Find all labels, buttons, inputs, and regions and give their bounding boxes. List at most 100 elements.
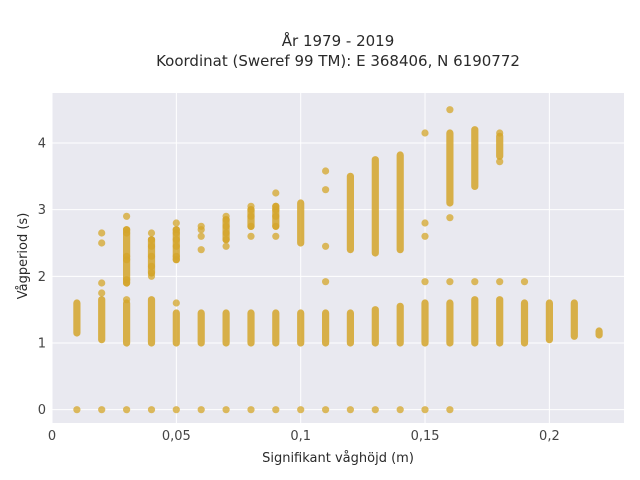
data-point [272,189,280,197]
data-point [371,406,379,414]
x-tick-label: 0,2 [539,429,560,444]
x-axis-ticks: 0 0,05 0,1 0,15 0,2 [48,429,560,444]
data-point [197,246,205,254]
data-point-cluster [147,296,156,347]
data-point [421,129,429,137]
data-point [446,278,454,286]
data-point-cluster [197,309,205,347]
x-tick-label: 0,1 [290,429,311,444]
data-point-cluster [222,309,230,347]
y-tick-label: 3 [38,203,46,218]
x-tick-label: 0,15 [411,429,440,444]
data-points [73,106,603,414]
y-tick-label: 2 [38,270,46,285]
data-point [446,106,454,114]
data-point [322,278,330,286]
data-point [98,279,106,287]
data-point-cluster [446,299,454,347]
data-point-cluster [272,309,280,347]
data-point [496,278,504,286]
data-point-cluster [346,309,354,347]
data-point-cluster [421,299,429,347]
data-point [123,406,131,414]
data-point [520,278,529,286]
data-point [73,406,81,414]
data-point-cluster [123,299,131,347]
data-point [496,129,504,137]
data-point [446,214,454,222]
data-point [197,406,205,414]
data-point-cluster [396,151,404,254]
y-tick-label: 0 [38,403,46,418]
x-axis-label: Signifikant våghöjd (m) [262,451,414,466]
data-point [346,406,354,414]
data-point [421,278,429,286]
data-point-cluster [172,226,180,264]
data-point [396,406,404,414]
y-tick-label: 4 [38,137,46,152]
data-point-cluster [222,216,230,244]
plot-area [52,93,624,423]
data-point-cluster [396,302,404,347]
data-point [197,222,205,230]
data-point [421,219,429,227]
data-point [272,232,280,240]
data-point-cluster [322,309,330,347]
data-point [421,232,429,240]
data-point-cluster [247,206,255,230]
data-point [98,406,106,414]
y-axis-ticks: 0 1 2 3 4 [38,137,46,419]
data-point-cluster [272,202,280,230]
data-point [172,219,180,227]
data-point-cluster [297,309,305,347]
data-point [147,406,156,414]
data-point-cluster [446,129,454,207]
data-point-cluster [297,199,305,247]
data-point [172,299,180,307]
data-point [297,406,305,414]
data-point [123,212,131,220]
data-point-cluster [520,299,529,347]
data-point [197,232,205,240]
data-point [446,406,454,414]
data-point-cluster [545,299,553,344]
data-point-cluster [73,299,81,337]
data-point-cluster [371,306,379,347]
data-point-cluster [98,296,106,344]
x-tick-label: 0,05 [162,429,191,444]
data-point-cluster [570,299,578,340]
data-point [98,229,106,237]
x-tick-label: 0 [48,429,56,444]
data-point [247,406,255,414]
data-point-cluster [371,156,379,257]
chart-title-line2: Koordinat (Sweref 99 TM): E 368406, N 61… [156,52,520,70]
data-point [222,406,230,414]
chart-title-line1: År 1979 - 2019 [282,31,395,50]
data-point [172,406,180,414]
data-point-cluster [123,226,131,287]
data-point [421,406,429,414]
data-point [322,186,330,194]
data-point [98,239,106,247]
data-point [272,406,280,414]
data-point [123,296,131,304]
data-point [222,242,230,250]
data-point [322,167,330,175]
data-point [322,242,330,250]
data-point [471,278,479,286]
data-point [98,289,106,297]
y-tick-label: 1 [38,337,46,352]
data-point-cluster [496,132,504,160]
data-point-cluster [496,296,504,347]
data-point [147,229,156,237]
data-point-cluster [346,172,354,254]
y-axis-label: Vågperiod (s) [16,213,31,300]
data-point-cluster [595,327,603,339]
data-point-cluster [471,296,479,347]
data-point [496,158,504,166]
data-point-cluster [247,309,255,347]
data-point-cluster [471,126,479,190]
data-point-cluster [147,236,156,277]
data-point [322,406,330,414]
